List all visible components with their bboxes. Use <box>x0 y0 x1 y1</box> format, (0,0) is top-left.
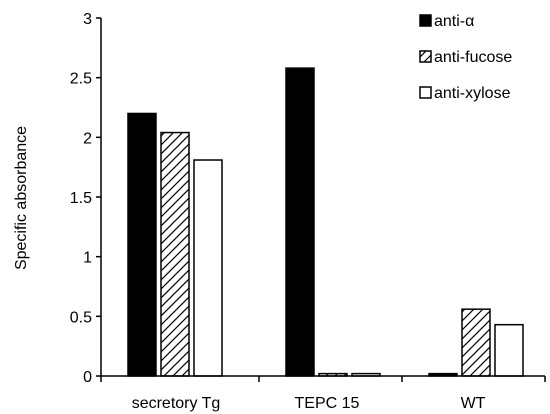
axes-layer: 0 0.5 1 1.5 2 2.5 3 secretory Tg TEPC 15 WT <box>70 11 546 412</box>
x-category-label: TEPC 15 <box>295 395 360 412</box>
y-tick-label: 2.5 <box>70 71 92 88</box>
legend-label: anti-fucose <box>434 49 512 66</box>
bar-0-series-1 <box>160 131 190 377</box>
y-tick-label: 3 <box>83 11 92 28</box>
y-tick-label: 2 <box>83 130 92 147</box>
bar-0-series-2 <box>193 159 223 377</box>
legend-label: anti-α <box>434 13 474 30</box>
legend-swatch <box>419 50 432 63</box>
y-tick-label: 0 <box>83 369 92 386</box>
legend: anti-α anti-fucose anti-xylose <box>419 13 512 102</box>
x-category-label: WT <box>461 395 486 412</box>
y-tick-label: 1.5 <box>70 190 92 207</box>
y-tick-label: 0.5 <box>70 309 92 326</box>
legend-label: anti-xylose <box>434 85 511 102</box>
bar-2-series-1 <box>461 308 491 377</box>
legend-swatch <box>419 86 432 99</box>
legend-swatch <box>419 14 432 27</box>
bar-2-series-2 <box>494 323 524 377</box>
y-axis-label: Specific absorbance <box>13 126 30 270</box>
y-tick-label: 1 <box>83 250 92 267</box>
x-category-label: secretory Tg <box>132 395 221 412</box>
bars-layer <box>127 67 524 377</box>
bar-1-series-0 <box>285 67 315 377</box>
bar-0-series-0 <box>127 112 157 377</box>
